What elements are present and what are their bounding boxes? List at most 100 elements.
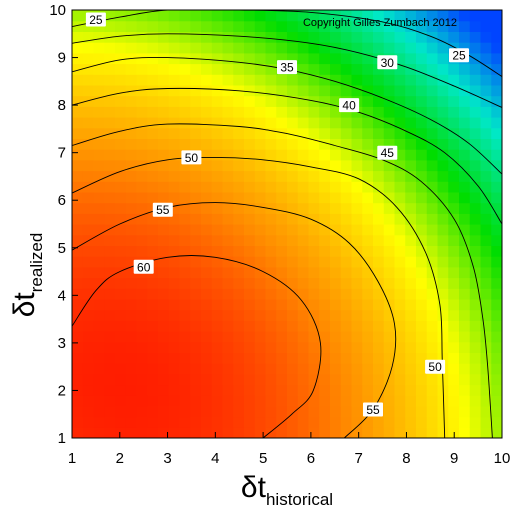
heatmap-cell (308, 341, 320, 353)
heatmap-cell (190, 405, 202, 418)
heatmap-cell (416, 245, 428, 257)
heatmap-cell (448, 277, 460, 289)
heatmap-cell (136, 149, 148, 161)
heatmap-cell (448, 202, 460, 214)
heatmap-cell (394, 405, 406, 418)
heatmap-cell (416, 256, 428, 268)
heatmap-cell (459, 352, 471, 364)
heatmap-cell (459, 20, 471, 32)
heatmap-cell (437, 266, 449, 279)
heatmap-cell (276, 234, 288, 246)
heatmap-cell (265, 42, 277, 54)
heatmap-cell (72, 159, 84, 172)
heatmap-cell (287, 106, 299, 118)
x-tick-label: 7 (354, 450, 362, 467)
heatmap-cell (276, 159, 288, 172)
heatmap-cell (233, 170, 245, 182)
heatmap-cell (340, 74, 353, 86)
heatmap-cell (93, 234, 105, 246)
heatmap-cell (72, 127, 84, 139)
heatmap-cell (351, 309, 363, 321)
heatmap-cell (405, 117, 417, 129)
heatmap-cell (179, 42, 191, 54)
heatmap-cell (394, 427, 406, 438)
heatmap-cell (244, 245, 256, 257)
heatmap-cell (480, 170, 492, 182)
heatmap-cell (416, 416, 428, 428)
heatmap-cell (244, 74, 256, 86)
heatmap-cell (448, 10, 460, 22)
heatmap-cell (168, 427, 181, 438)
heatmap-cell (459, 224, 471, 236)
heatmap-cell (491, 52, 502, 65)
heatmap-cell (426, 352, 439, 364)
y-tick-label: 9 (58, 50, 66, 67)
heatmap-cell (82, 224, 95, 236)
heatmap-cell (211, 224, 224, 236)
heatmap-cell (448, 416, 460, 428)
heatmap-cell (276, 74, 288, 86)
heatmap-cell (373, 127, 385, 139)
heatmap-cell (147, 191, 159, 204)
heatmap-cell (491, 84, 502, 97)
heatmap-cell (254, 191, 267, 204)
heatmap-cell (394, 288, 406, 300)
heatmap-cell (405, 373, 417, 386)
heatmap-cell (383, 159, 396, 172)
heatmap-cell (190, 74, 202, 86)
heatmap-cell (469, 138, 482, 150)
heatmap-cell (179, 341, 191, 353)
heatmap-cell (136, 320, 148, 332)
heatmap-cell (437, 159, 449, 172)
heatmap-cell (222, 309, 234, 321)
heatmap-cell (125, 95, 138, 107)
heatmap-cell (244, 52, 256, 65)
heatmap-cell (362, 138, 374, 150)
heatmap-cell (340, 427, 353, 438)
heatmap-cell (190, 84, 202, 97)
heatmap-cell (147, 138, 159, 150)
heatmap-cell (287, 277, 299, 289)
heatmap-cell (491, 170, 502, 182)
heatmap-cell (222, 277, 234, 289)
heatmap-cell (459, 277, 471, 289)
heatmap-cell (104, 74, 116, 86)
heatmap-cell (158, 256, 170, 268)
heatmap-cell (373, 138, 385, 150)
heatmap-cell (201, 309, 213, 321)
heatmap-cell (211, 138, 224, 150)
heatmap-cell (416, 127, 428, 139)
heatmap-cell (459, 10, 471, 22)
heatmap-cell (340, 256, 353, 268)
heatmap-cell (254, 213, 267, 225)
heatmap-cell (405, 341, 417, 353)
heatmap-cell (201, 416, 213, 428)
heatmap-cell (147, 405, 159, 418)
heatmap-cell (233, 127, 245, 139)
heatmap-cell (287, 84, 299, 97)
heatmap-cell (168, 341, 181, 353)
heatmap-cell (340, 127, 353, 139)
heatmap-cell (297, 74, 310, 86)
heatmap-cell (158, 95, 170, 107)
heatmap-cell (426, 127, 439, 139)
heatmap-cell (190, 373, 202, 386)
heatmap-cell (168, 127, 181, 139)
heatmap-cell (362, 95, 374, 107)
heatmap-cell (72, 298, 84, 311)
heatmap-cell (459, 42, 471, 54)
heatmap-cell (158, 138, 170, 150)
heatmap-cell (72, 341, 84, 353)
heatmap-cell (244, 224, 256, 236)
heatmap-cell (373, 74, 385, 86)
heatmap-cell (254, 384, 267, 396)
heatmap-cell (437, 138, 449, 150)
heatmap-cell (383, 373, 396, 386)
heatmap-cell (190, 10, 202, 22)
heatmap-cell (82, 395, 95, 407)
x-axis-label: δt (241, 471, 267, 504)
heatmap-cell (330, 127, 342, 139)
heatmap-cell (416, 31, 428, 43)
heatmap-cell (426, 63, 439, 75)
heatmap-cell (480, 288, 492, 300)
